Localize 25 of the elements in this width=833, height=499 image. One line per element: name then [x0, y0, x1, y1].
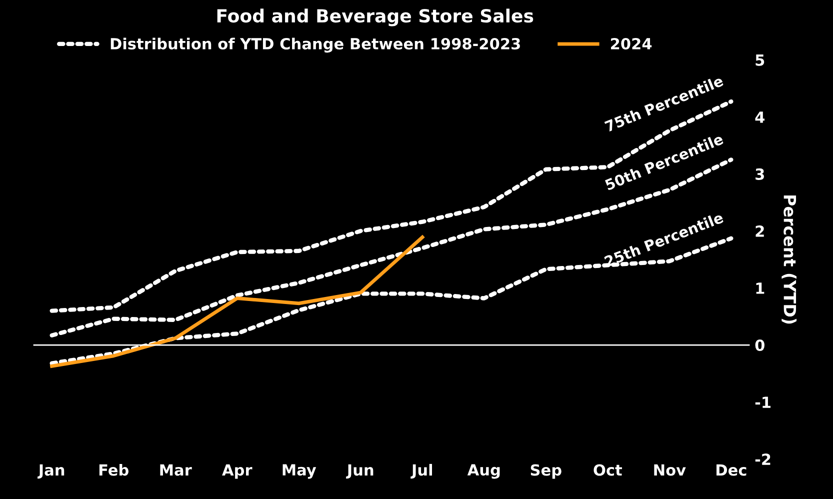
x-tick-label: Oct: [594, 464, 622, 476]
x-tick-label: Apr: [222, 464, 252, 479]
x-tick-label: Aug: [467, 464, 500, 479]
x-tick-label: Jun: [346, 464, 374, 479]
y-tick-label: 2: [756, 225, 764, 237]
y-tick-label: 5: [756, 54, 764, 66]
x-tick-label: May: [282, 464, 316, 479]
x-tick-label: Sep: [530, 464, 562, 479]
x-tick-label: Feb: [99, 464, 128, 476]
y-axis-title: Percent (YTD): [782, 195, 797, 324]
x-tick-label: Mar: [160, 464, 192, 476]
line-series: [50, 236, 424, 368]
y-tick-label: 1: [756, 282, 764, 294]
x-tick-label: Dec: [716, 464, 746, 476]
x-tick-label: Jul: [410, 464, 432, 479]
legend-title: Distribution of YTD Change Between 1998-2023: [110, 38, 520, 53]
legend-label: 2024: [611, 38, 652, 50]
y-tick-label: -1: [755, 396, 770, 408]
y-tick-label: 4: [755, 112, 764, 123]
chart-title: Food and Beverage Store Sales: [217, 8, 534, 26]
y-tick-label: 3: [756, 168, 764, 180]
y-tick-label: -2: [755, 454, 770, 465]
y-tick-label: 0: [755, 339, 764, 352]
x-tick-label: Jan: [38, 464, 64, 479]
x-tick-label: Nov: [654, 464, 686, 476]
